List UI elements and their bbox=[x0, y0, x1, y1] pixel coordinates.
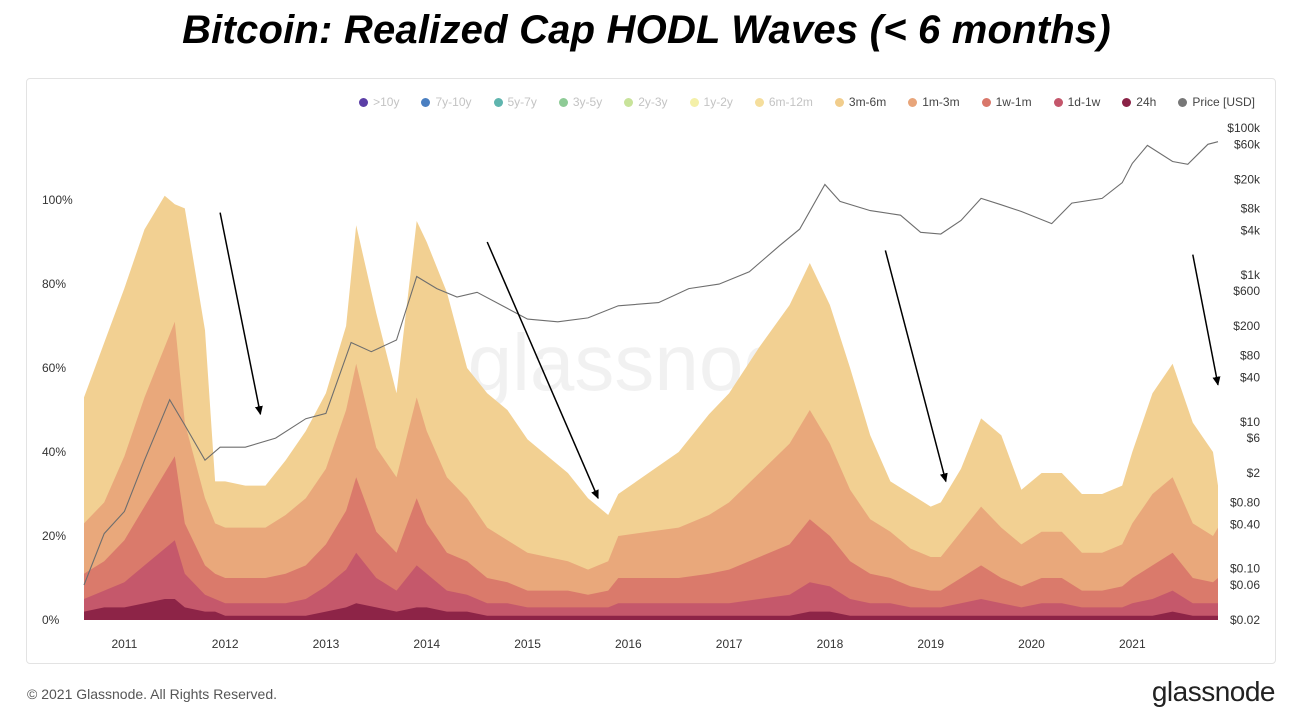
right-axis: $100k $60k $20k $8k $4k $1k $600 $200 $80 $40 $10 $… bbox=[1227, 121, 1261, 627]
annotation-arrow-2 bbox=[486, 241, 599, 500]
left-tick-label: 60% bbox=[42, 361, 66, 375]
legend-dot-icon bbox=[624, 97, 634, 107]
legend-label: 3m-6m bbox=[848, 95, 887, 109]
x-tick-label: 2012 bbox=[212, 637, 239, 651]
right-tick-label: $60k bbox=[1234, 137, 1261, 151]
x-axis: 2011 2012 2013 2014 2015 2016 2017 2018 2019 2020… bbox=[111, 637, 1146, 651]
legend: >10y 7y-10y 5y-7y 3y-5y 2y-3y 1y-2y 6m-12m 3m-6… bbox=[337, 95, 1255, 109]
legend-item[interactable]: 24h bbox=[1122, 95, 1156, 109]
legend-label: 5y-7y bbox=[507, 95, 537, 109]
price-usd-line bbox=[83, 141, 1219, 586]
x-tick-label: 2011 bbox=[111, 637, 137, 651]
legend-item[interactable]: 5y-7y bbox=[493, 95, 537, 109]
x-tick-label: 2013 bbox=[313, 637, 340, 651]
legend-item[interactable]: 3m-6m bbox=[834, 95, 887, 109]
legend-dot-icon bbox=[981, 97, 991, 107]
legend-label: 24h bbox=[1136, 95, 1157, 109]
legend-dot-icon bbox=[689, 97, 699, 107]
x-tick-label: 2015 bbox=[514, 637, 541, 651]
legend-item[interactable]: 6m-12m bbox=[754, 95, 813, 109]
legend-label: Price [USD] bbox=[1192, 95, 1255, 109]
legend-label: 7y-10y bbox=[435, 95, 472, 109]
legend-dot-icon bbox=[421, 97, 431, 107]
legend-label: 6m-12m bbox=[768, 95, 813, 109]
legend-item[interactable]: 7y-10y bbox=[421, 95, 472, 109]
left-tick-label: 80% bbox=[42, 277, 66, 291]
legend-label: 3y-5y bbox=[572, 95, 603, 109]
right-tick-label: $0.06 bbox=[1230, 578, 1260, 592]
right-tick-label: $200 bbox=[1233, 319, 1260, 333]
legend-item[interactable]: 3y-5y bbox=[558, 95, 603, 109]
right-tick-label: $10 bbox=[1240, 415, 1260, 429]
left-tick-label: 100% bbox=[42, 193, 73, 207]
legend-dot-icon bbox=[754, 97, 764, 107]
legend-dot-icon bbox=[908, 97, 918, 107]
right-tick-label: $4k bbox=[1241, 224, 1261, 238]
right-tick-label: $100k bbox=[1227, 121, 1261, 135]
annotation-arrow-3 bbox=[884, 250, 948, 483]
legend-dot-icon bbox=[1122, 97, 1132, 107]
x-tick-label: 2017 bbox=[716, 637, 743, 651]
right-tick-label: $40 bbox=[1240, 371, 1260, 385]
legend-label: 1d-1w bbox=[1067, 95, 1101, 109]
left-tick-label: 20% bbox=[42, 529, 66, 543]
legend-dot-icon bbox=[1053, 97, 1063, 107]
right-tick-label: $0.40 bbox=[1230, 517, 1260, 531]
annotation-arrow-4 bbox=[1192, 254, 1221, 386]
legend-item[interactable]: >10y bbox=[359, 95, 399, 109]
right-tick-label: $8k bbox=[1241, 202, 1261, 216]
x-tick-label: 2018 bbox=[817, 637, 844, 651]
legend-dot-icon bbox=[493, 97, 503, 107]
legend-label: 1m-3m bbox=[922, 95, 960, 109]
copyright-text: © 2021 Glassnode. All Rights Reserved. bbox=[27, 686, 278, 702]
stacked-areas bbox=[84, 195, 1218, 621]
legend-label: 1y-2y bbox=[703, 95, 733, 109]
legend-dot-icon bbox=[359, 97, 369, 107]
x-tick-label: 2014 bbox=[413, 637, 440, 651]
right-tick-label: $0.80 bbox=[1230, 495, 1260, 509]
area-1d-1w bbox=[84, 540, 1218, 620]
right-tick-label: $0.02 bbox=[1230, 613, 1260, 627]
legend-item[interactable]: 1y-2y bbox=[689, 95, 733, 109]
right-tick-label: $80 bbox=[1240, 348, 1260, 362]
price-line bbox=[83, 141, 1219, 586]
legend-dot-icon bbox=[1178, 97, 1188, 107]
right-tick-label: $2 bbox=[1247, 466, 1261, 480]
legend-label: >10y bbox=[373, 95, 400, 109]
x-tick-label: 2019 bbox=[917, 637, 944, 651]
right-tick-label: $6 bbox=[1247, 431, 1261, 445]
x-tick-label: 2021 bbox=[1119, 637, 1146, 651]
legend-item[interactable]: 1m-3m bbox=[908, 95, 960, 109]
right-tick-label: $600 bbox=[1233, 284, 1260, 298]
right-tick-label: $1k bbox=[1241, 268, 1261, 282]
legend-dot-icon bbox=[558, 97, 568, 107]
chart-title: Bitcoin: Realized Cap HODL Waves (< 6 mo… bbox=[182, 8, 1111, 52]
legend-item[interactable]: 2y-3y bbox=[624, 95, 668, 109]
x-tick-label: 2020 bbox=[1018, 637, 1045, 651]
legend-item[interactable]: 1w-1m bbox=[981, 95, 1032, 109]
left-axis: 0% 20% 40% 60% 80% 100% bbox=[42, 193, 73, 627]
x-tick-label: 2016 bbox=[615, 637, 642, 651]
annotation-arrow-1 bbox=[219, 212, 263, 416]
right-tick-label: $20k bbox=[1234, 172, 1261, 186]
left-tick-label: 40% bbox=[42, 445, 66, 459]
right-tick-label: $0.10 bbox=[1230, 562, 1260, 576]
legend-label: 2y-3y bbox=[638, 95, 668, 109]
legend-item[interactable]: 1d-1w bbox=[1053, 95, 1101, 109]
glassnode-logo[interactable]: glassnode bbox=[1151, 676, 1276, 707]
left-tick-label: 0% bbox=[42, 613, 60, 627]
area-24h bbox=[84, 599, 1218, 620]
annotation-arrows bbox=[219, 212, 1221, 500]
legend-label: 1w-1m bbox=[995, 95, 1032, 109]
legend-item[interactable]: Price [USD] bbox=[1178, 95, 1255, 109]
legend-dot-icon bbox=[834, 97, 844, 107]
